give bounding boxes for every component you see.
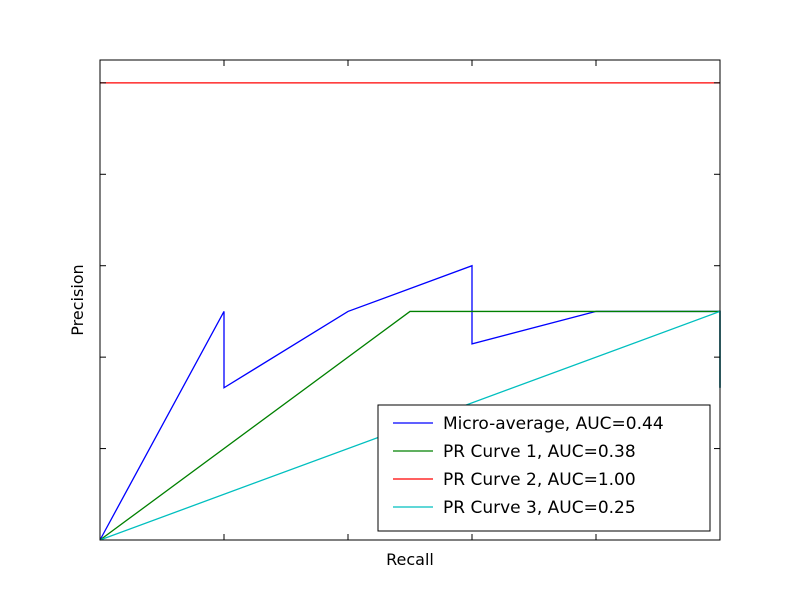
legend: Micro-average, AUC=0.44 PR Curve 1, AUC=0…: [377, 404, 711, 532]
y-axis-label: Precision: [68, 264, 87, 335]
legend-label-2: PR Curve 1, AUC=0.38: [443, 442, 636, 462]
legend-label-3: PR Curve 2, AUC=1.00: [443, 470, 636, 490]
legend-label-1: Micro-average, AUC=0.44: [443, 414, 664, 434]
legend-label-4: PR Curve 3, AUC=0.25: [443, 498, 636, 518]
tick-layer: [100, 60, 720, 540]
legend-box: [377, 404, 711, 532]
plot-frame: [99, 59, 721, 541]
x-axis-label: Recall: [386, 550, 434, 569]
